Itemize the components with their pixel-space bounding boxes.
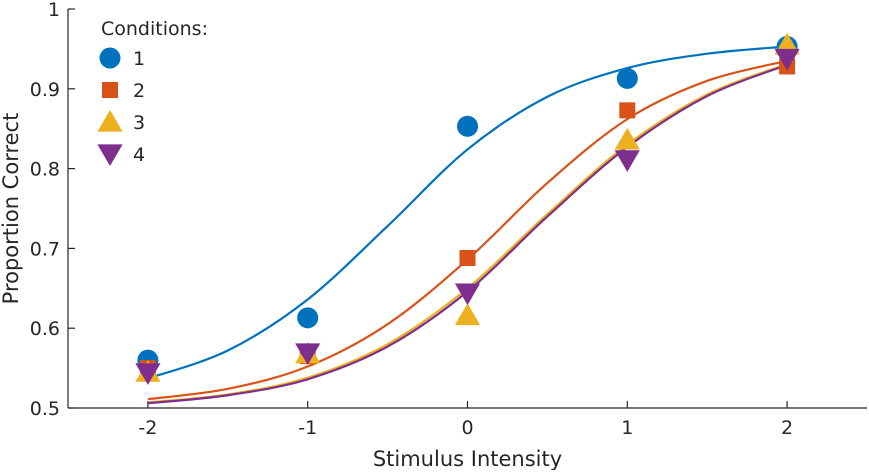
legend-marker-3 [97, 110, 123, 132]
y-tick-label: 0.7 [30, 238, 60, 260]
data-points [135, 32, 800, 385]
legend-label-4: 4 [133, 144, 145, 166]
fit-curve-4 [147, 63, 788, 405]
legend: Conditions: 1 2 3 4 [97, 18, 208, 166]
fit-curve-1 [147, 45, 788, 380]
y-tick-label: 0.5 [30, 398, 60, 420]
x-tick-label: 2 [781, 417, 793, 439]
data-point-3 [614, 127, 640, 150]
data-point-4 [454, 283, 481, 306]
x-axis-label: Stimulus Intensity [373, 447, 562, 470]
data-point-2 [459, 249, 476, 266]
fit-curves [147, 45, 788, 405]
fit-curve-3 [147, 63, 788, 404]
y-tick-label: 1 [48, 0, 60, 21]
x-tick-label: 0 [461, 417, 473, 439]
y-tick-label: 0.6 [30, 318, 60, 340]
data-point-4 [614, 150, 640, 172]
axes: 0.5 0.6 0.7 0.8 0.9 1 -2 -1 0 1 2 [30, 0, 867, 439]
data-point-4 [135, 363, 161, 385]
legend-marker-4 [97, 144, 123, 166]
x-tick-label: -2 [138, 417, 157, 439]
data-point-1 [616, 67, 638, 89]
legend-label-3: 3 [133, 112, 145, 134]
x-tick-label: 1 [621, 417, 633, 439]
legend-marker-2 [102, 82, 118, 98]
y-tick-label: 0.8 [30, 159, 60, 181]
data-point-4 [774, 48, 800, 71]
legend-label-2: 2 [133, 80, 145, 102]
data-point-2 [619, 102, 636, 119]
y-axis-label: Proportion Correct [0, 113, 23, 305]
x-tick-label: -1 [298, 417, 317, 439]
y-tick-label: 0.9 [30, 79, 60, 101]
data-point-4 [295, 343, 321, 365]
data-point-3 [454, 303, 481, 326]
legend-label-1: 1 [133, 48, 145, 70]
fit-curve-2 [147, 59, 788, 401]
legend-title: Conditions: [101, 18, 208, 40]
data-point-1 [457, 115, 478, 137]
legend-marker-1 [99, 47, 121, 69]
data-point-1 [297, 307, 319, 329]
